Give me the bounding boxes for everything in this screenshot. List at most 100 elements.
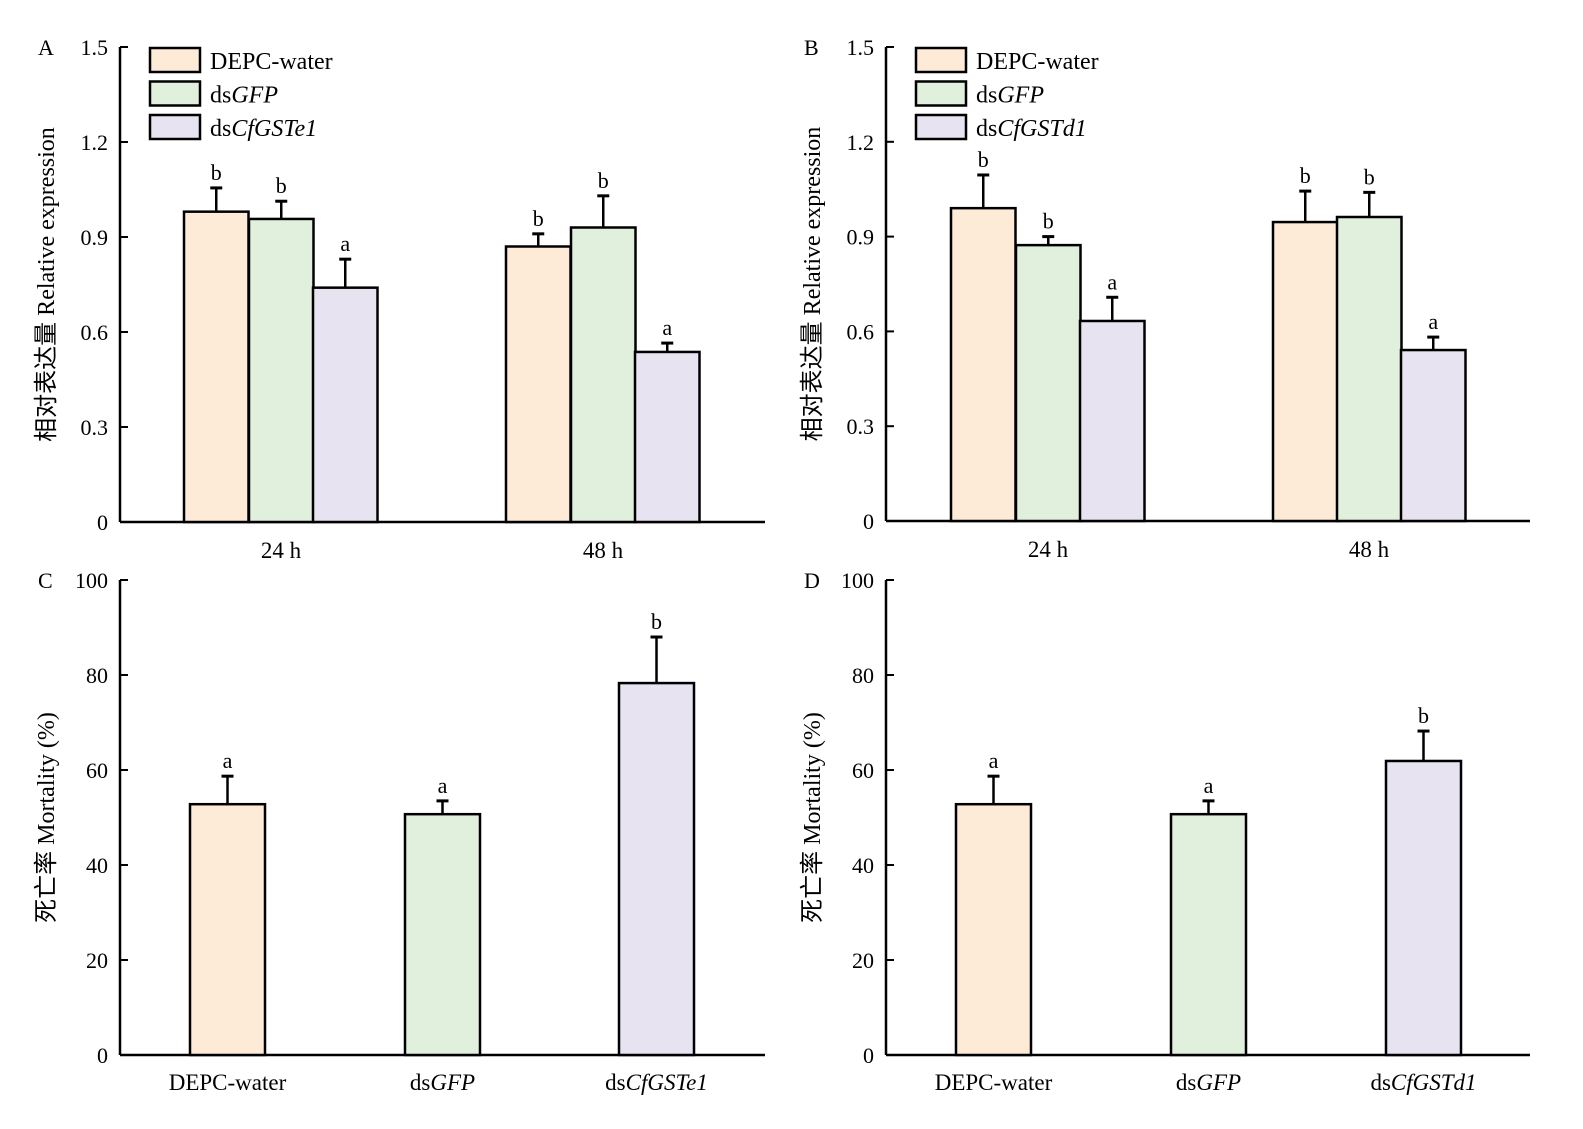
x-tick-label: 24 h (261, 538, 302, 563)
significance-letter: b (651, 609, 662, 634)
significance-letter: b (598, 168, 609, 193)
y-tick-label: 0.3 (847, 414, 875, 439)
x-tick-label: DEPC-water (935, 1070, 1053, 1095)
significance-letter: b (978, 147, 989, 172)
bar (182, 210, 250, 524)
label-gene: CfGSTe1 (231, 116, 317, 142)
panel-label: D (804, 568, 820, 593)
bar (1399, 348, 1467, 523)
significance-letter: b (533, 206, 544, 231)
significance-letter: b (276, 173, 287, 198)
y-tick-label: 1.5 (81, 35, 109, 60)
label-prefix: ds (1176, 1070, 1197, 1095)
bar (1384, 759, 1463, 1057)
legend-label: dsGFP (210, 83, 278, 109)
significance-letter: b (211, 160, 222, 185)
x-tick-label: dsCfGSTe1 (605, 1070, 708, 1095)
label-prefix: ds (1370, 1070, 1391, 1095)
significance-letter: a (1428, 309, 1438, 334)
significance-letter: b (1043, 209, 1054, 234)
y-tick-label: 0.3 (81, 415, 109, 440)
bar (1169, 812, 1248, 1057)
significance-letter: a (1107, 269, 1117, 294)
bar (504, 245, 572, 524)
label-prefix: ds (605, 1070, 626, 1095)
y-tick-label: 20 (86, 948, 108, 973)
label-gene: CfGSTd1 (997, 116, 1086, 142)
bar (954, 802, 1033, 1057)
panel-B: B 0 0.3 0.6 0.9 1.2 1.5 相对表达量 Relative expressi… (799, 35, 1530, 562)
y-tick-label: 1.2 (81, 130, 109, 155)
legend-label: dsGFP (976, 83, 1044, 109)
significance-letter: b (1364, 164, 1375, 189)
bar (1271, 220, 1339, 523)
panel-label: A (38, 35, 54, 60)
significance-letter: b (1300, 163, 1311, 188)
bar (311, 286, 379, 524)
bar (188, 802, 267, 1057)
y-tick-label: 1.2 (847, 130, 875, 155)
legend-label: dsCfGSTd1 (976, 116, 1087, 142)
y-tick-label: 0 (97, 1043, 108, 1068)
panel-D: D 0 20 40 60 80 100 死亡率 Mortality (%) a a b DEPC-wa… (799, 568, 1530, 1095)
label-prefix: ds (976, 83, 997, 109)
y-tick-label: 60 (852, 758, 874, 783)
y-tick-label: 40 (852, 853, 874, 878)
label-gene: GFP (231, 83, 278, 109)
significance-letter: a (340, 231, 350, 256)
bar (1014, 243, 1082, 523)
x-tick-label: dsCfGSTd1 (1370, 1070, 1476, 1095)
label-prefix: ds (410, 1070, 431, 1095)
label-gene: GFP (430, 1070, 475, 1095)
x-tick-label: dsGFP (1176, 1070, 1241, 1095)
y-tick-label: 100 (75, 568, 108, 593)
y-tick-label: 0.6 (81, 320, 109, 345)
panel-label: C (38, 568, 53, 593)
legend-swatch (914, 80, 968, 107)
x-tick-label: 48 h (1349, 537, 1390, 562)
significance-letter: a (1204, 773, 1214, 798)
bar (633, 350, 701, 524)
label-gene: CfGSTe1 (626, 1070, 708, 1095)
y-tick-label: 1.5 (847, 35, 875, 60)
label-gene: GFP (997, 83, 1044, 109)
panel-C: C 0 20 40 60 80 100 死亡率 Mortality (%) a a b DEPC-wa… (33, 568, 765, 1095)
y-tick-label: 0.9 (81, 225, 109, 250)
significance-letter: a (223, 748, 233, 773)
legend-label: DEPC-water (210, 49, 333, 75)
bar (617, 681, 696, 1057)
bar (247, 217, 315, 524)
y-tick-label: 0 (97, 510, 108, 535)
legend-swatch (148, 80, 202, 107)
x-tick-label: DEPC-water (169, 1070, 287, 1095)
legend-swatch (914, 46, 968, 74)
y-tick-label: 40 (86, 853, 108, 878)
y-tick-label: 80 (852, 663, 874, 688)
label-gene: GFP (1196, 1070, 1241, 1095)
bar (569, 226, 637, 524)
y-tick-label: 0.9 (847, 225, 875, 250)
significance-letter: a (989, 748, 999, 773)
y-tick-label: 100 (841, 568, 874, 593)
label-prefix: ds (210, 83, 231, 109)
legend-swatch (148, 46, 202, 74)
y-tick-label: 0 (863, 509, 874, 534)
x-tick-label: dsGFP (410, 1070, 475, 1095)
y-tick-label: 0.6 (847, 319, 875, 344)
x-tick-label: 24 h (1028, 537, 1069, 562)
bar (1078, 319, 1146, 523)
y-axis-label: 死亡率 Mortality (%) (799, 712, 826, 923)
y-axis-label: 相对表达量 Relative expression (799, 127, 826, 442)
y-axis-label: 相对表达量 Relative expression (33, 127, 60, 442)
panel-label: B (804, 35, 819, 60)
label-gene: CfGSTd1 (1391, 1070, 1477, 1095)
legend-swatch (148, 113, 202, 141)
y-tick-label: 0 (863, 1043, 874, 1068)
legend-label: DEPC-water (976, 49, 1099, 75)
label-prefix: ds (976, 116, 997, 142)
legend-label: dsCfGSTe1 (210, 116, 317, 142)
legend-swatch (914, 113, 968, 141)
y-axis-label: 死亡率 Mortality (%) (33, 712, 60, 923)
label-prefix: ds (210, 116, 231, 142)
